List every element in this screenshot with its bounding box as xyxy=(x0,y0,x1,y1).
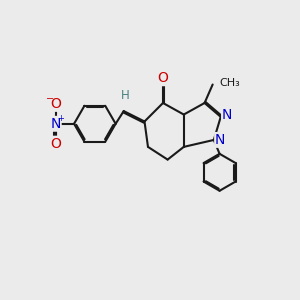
Text: CH₃: CH₃ xyxy=(219,78,240,88)
Text: +: + xyxy=(57,114,64,123)
Text: N: N xyxy=(222,108,232,122)
Text: O: O xyxy=(50,136,61,151)
Text: O: O xyxy=(158,71,168,85)
Text: H: H xyxy=(121,89,129,102)
Text: −: − xyxy=(46,94,54,104)
Text: N: N xyxy=(50,117,61,131)
Text: O: O xyxy=(50,97,61,111)
Text: N: N xyxy=(215,133,226,147)
